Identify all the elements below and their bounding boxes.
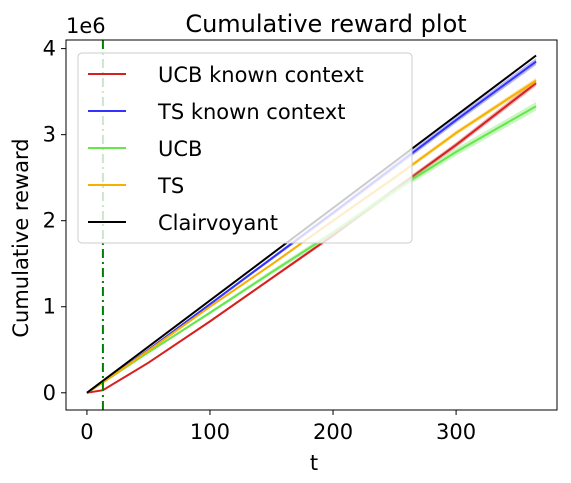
x-tick-label-200: 200 bbox=[313, 420, 353, 444]
legend: UCB known context TS known context UCB TS Cl… bbox=[77, 52, 413, 244]
axes-frame bbox=[65, 39, 558, 411]
legend-label-ts: TS bbox=[157, 174, 184, 198]
y-tick-label-3: 3 bbox=[43, 123, 56, 147]
legend-label-ucb-known-context: UCB known context bbox=[158, 63, 364, 87]
offset-text: 1e6 bbox=[66, 14, 106, 38]
legend-label-clairvoyant: Clairvoyant bbox=[158, 211, 278, 235]
x-tick-label-100: 100 bbox=[190, 420, 230, 444]
legend-label-ts-known-context: TS known context bbox=[157, 100, 345, 124]
series-line-ts bbox=[86, 79, 537, 394]
y-tick-label-2: 2 bbox=[43, 209, 56, 233]
legend-box bbox=[77, 52, 413, 244]
x-axis-label: t bbox=[310, 451, 318, 475]
y-tick-label-1: 1 bbox=[43, 295, 56, 319]
series-line-ucb-known-context bbox=[86, 82, 537, 394]
x-tick-label-300: 300 bbox=[436, 420, 476, 444]
series-band-ts-known-context bbox=[86, 58, 537, 393]
y-tick-label-4: 4 bbox=[43, 37, 56, 61]
legend-label-ucb: UCB bbox=[158, 137, 202, 161]
y-tick-label-0: 0 bbox=[43, 381, 56, 405]
x-tick-label-0: 0 bbox=[80, 420, 93, 444]
chart-title: Cumulative reward plot bbox=[185, 10, 466, 38]
y-axis-label: Cumulative reward bbox=[9, 138, 33, 337]
